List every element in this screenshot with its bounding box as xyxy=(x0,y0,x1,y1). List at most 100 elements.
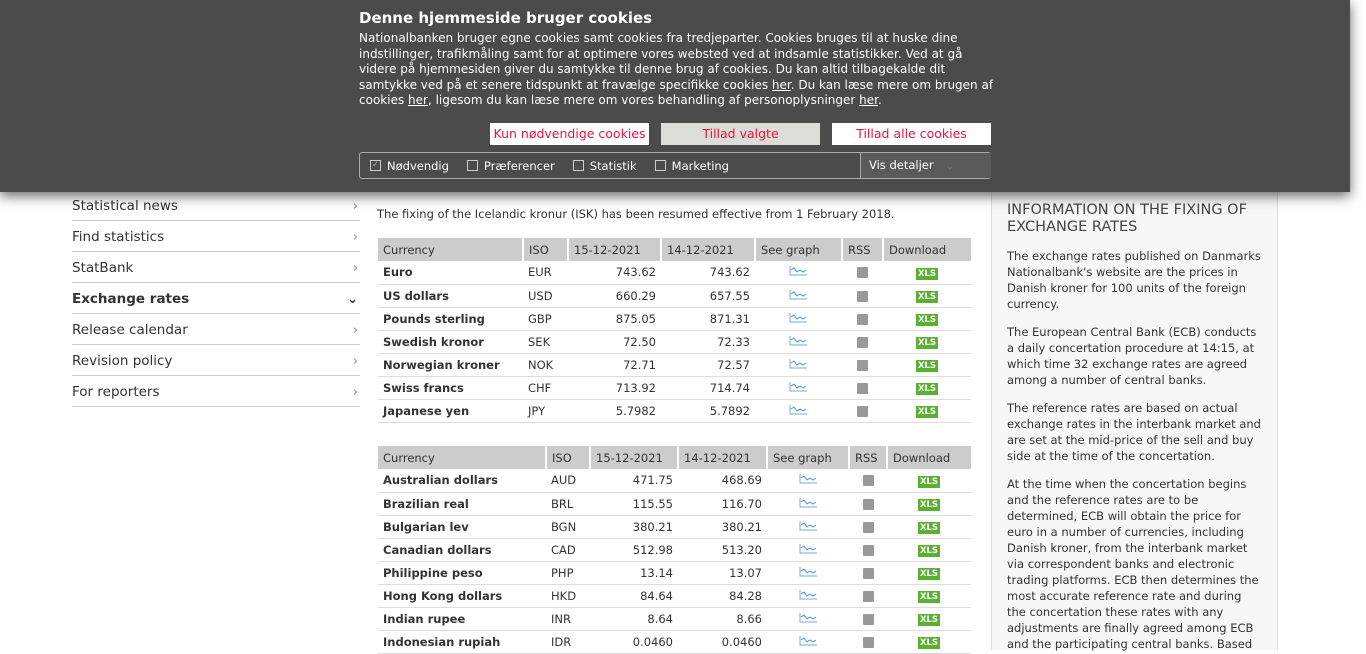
rss-icon[interactable] xyxy=(857,290,868,302)
graph-link[interactable] xyxy=(755,376,842,400)
rss-icon[interactable] xyxy=(862,567,874,579)
rss-link[interactable] xyxy=(849,561,887,585)
download-link[interactable]: XLS xyxy=(887,469,971,493)
xls-icon[interactable]: XLS xyxy=(915,360,939,372)
xls-icon[interactable]: XLS xyxy=(915,406,939,418)
rss-link[interactable] xyxy=(842,261,883,285)
graph-icon[interactable] xyxy=(789,404,808,418)
cookie-policy-link[interactable]: her xyxy=(408,93,428,108)
rss-icon[interactable] xyxy=(862,544,874,556)
graph-link[interactable] xyxy=(767,561,849,585)
download-link[interactable]: XLS xyxy=(883,261,971,285)
allow-selected-button[interactable]: Tillad valgte xyxy=(661,123,820,145)
cookie-checkbox[interactable]: Statistik xyxy=(572,159,637,173)
graph-icon[interactable] xyxy=(799,520,818,534)
graph-link[interactable] xyxy=(755,399,842,423)
cookie-checkbox[interactable]: Marketing xyxy=(654,159,729,173)
checkbox-box[interactable] xyxy=(572,160,584,171)
graph-icon[interactable] xyxy=(799,497,818,511)
checkbox-box[interactable] xyxy=(466,160,478,171)
xls-icon[interactable]: XLS xyxy=(915,314,939,326)
download-link[interactable]: XLS xyxy=(887,538,971,562)
xls-icon[interactable]: XLS xyxy=(917,475,941,488)
privacy-link[interactable]: her xyxy=(859,93,878,108)
rss-link[interactable] xyxy=(842,307,883,331)
download-link[interactable]: XLS xyxy=(883,307,971,331)
rss-link[interactable] xyxy=(849,469,887,493)
download-link[interactable]: XLS xyxy=(883,353,971,377)
rss-link[interactable] xyxy=(842,330,883,354)
rss-icon[interactable] xyxy=(857,405,868,417)
graph-link[interactable] xyxy=(755,307,842,331)
xls-icon[interactable]: XLS xyxy=(917,591,941,603)
download-link[interactable]: XLS xyxy=(887,492,971,516)
graph-link[interactable] xyxy=(767,630,849,654)
graph-icon[interactable] xyxy=(799,635,818,649)
allow-all-button[interactable]: Tillad alle cookies xyxy=(832,123,991,145)
sidebar-item[interactable]: StatBank › xyxy=(72,252,360,283)
graph-icon[interactable] xyxy=(789,358,808,372)
graph-icon[interactable] xyxy=(799,566,818,580)
cookie-checkbox[interactable]: Præferencer xyxy=(466,159,555,173)
graph-icon[interactable] xyxy=(789,289,808,303)
download-link[interactable]: XLS xyxy=(887,630,971,654)
graph-icon[interactable] xyxy=(799,612,818,626)
rss-icon[interactable] xyxy=(862,475,874,487)
download-link[interactable]: XLS xyxy=(883,330,971,354)
graph-icon[interactable] xyxy=(799,473,818,487)
graph-icon[interactable] xyxy=(799,543,818,557)
graph-icon[interactable] xyxy=(789,381,808,395)
xls-icon[interactable]: XLS xyxy=(915,337,939,349)
graph-link[interactable] xyxy=(767,515,849,539)
download-link[interactable]: XLS xyxy=(887,607,971,631)
rss-link[interactable] xyxy=(849,492,887,516)
graph-link[interactable] xyxy=(767,584,849,608)
xls-icon[interactable]: XLS xyxy=(915,291,939,303)
graph-link[interactable] xyxy=(767,538,849,562)
rss-link[interactable] xyxy=(842,353,883,377)
sidebar-item[interactable]: Find statistics › xyxy=(72,221,360,252)
rss-icon[interactable] xyxy=(857,336,868,348)
rss-icon[interactable] xyxy=(857,313,868,325)
rss-icon[interactable] xyxy=(862,636,874,648)
rss-icon[interactable] xyxy=(862,498,874,510)
graph-link[interactable] xyxy=(755,330,842,354)
rss-link[interactable] xyxy=(849,515,887,539)
download-link[interactable]: XLS xyxy=(887,515,971,539)
rss-icon[interactable] xyxy=(862,521,874,533)
checkbox-box[interactable]: ✓ xyxy=(370,160,381,171)
xls-icon[interactable]: XLS xyxy=(915,267,939,280)
show-details-button[interactable]: Vis detaljer ⌄ xyxy=(860,153,991,178)
rss-icon[interactable] xyxy=(857,382,868,394)
sidebar-item[interactable]: Revision policy › xyxy=(72,345,360,376)
graph-link[interactable] xyxy=(767,492,849,516)
cookie-settings-link[interactable]: her xyxy=(771,77,791,92)
rss-link[interactable] xyxy=(849,584,887,608)
graph-link[interactable] xyxy=(767,607,849,631)
rss-icon[interactable] xyxy=(857,359,868,371)
download-link[interactable]: XLS xyxy=(883,376,971,400)
graph-link[interactable] xyxy=(767,469,849,493)
rss-link[interactable] xyxy=(842,284,883,308)
xls-icon[interactable]: XLS xyxy=(917,614,941,626)
rss-icon[interactable] xyxy=(857,267,868,279)
download-link[interactable]: XLS xyxy=(883,399,971,423)
checkbox-box[interactable] xyxy=(654,160,666,171)
xls-icon[interactable]: XLS xyxy=(917,499,941,511)
sidebar-item[interactable]: For reporters › xyxy=(72,376,360,407)
graph-icon[interactable] xyxy=(799,589,818,603)
rss-link[interactable] xyxy=(842,399,883,423)
graph-icon[interactable] xyxy=(789,312,808,326)
necessary-cookies-button[interactable]: Kun nødvendige cookies xyxy=(490,123,649,145)
rss-link[interactable] xyxy=(842,376,883,400)
cookie-checkbox[interactable]: ✓ Nødvendig xyxy=(370,159,449,173)
rss-link[interactable] xyxy=(849,630,887,654)
xls-icon[interactable]: XLS xyxy=(917,568,941,580)
xls-icon[interactable]: XLS xyxy=(917,637,941,649)
rss-icon[interactable] xyxy=(862,613,874,625)
xls-icon[interactable]: XLS xyxy=(917,522,941,534)
xls-icon[interactable]: XLS xyxy=(917,545,941,557)
graph-link[interactable] xyxy=(755,353,842,377)
rss-icon[interactable] xyxy=(862,590,874,602)
graph-link[interactable] xyxy=(755,261,842,285)
